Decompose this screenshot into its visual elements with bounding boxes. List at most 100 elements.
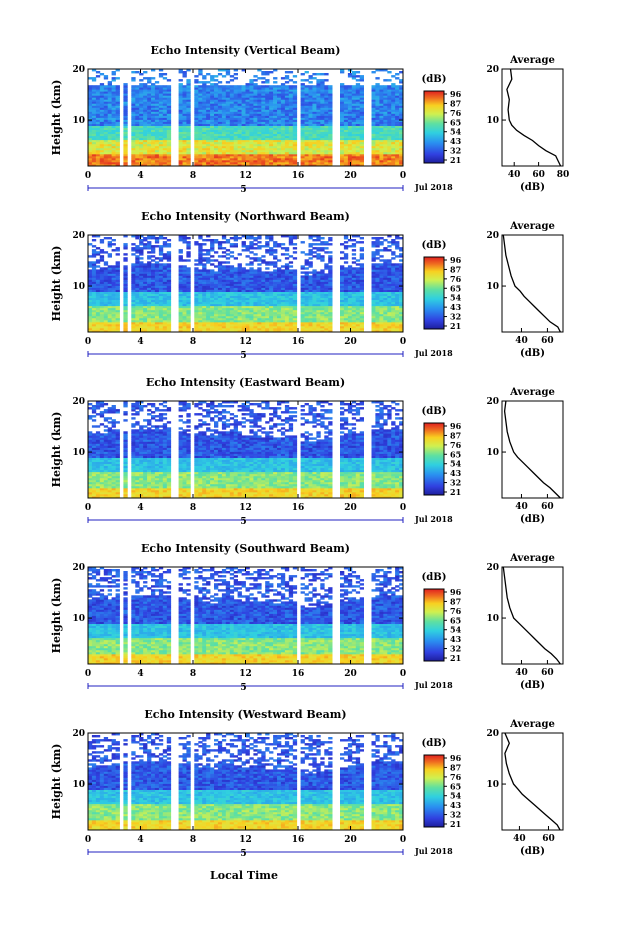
heatmap-cell [206,149,211,153]
heatmap-cell [202,153,207,157]
heatmap-cell [324,295,329,298]
heatmap-cell [107,157,112,161]
heatmap-cell [210,123,215,126]
heatmap-cell [351,293,357,296]
heatmap-cell [210,111,215,114]
heatmap-cell [387,287,392,290]
heatmap-cell [115,137,120,141]
heatmap-cell [288,319,294,323]
heatmap-cell [139,325,144,329]
heatmap-cell [95,107,101,110]
heatmap-cell [139,123,144,126]
heatmap-cell [237,159,242,163]
heatmap-cell [395,299,400,303]
heatmap-cell [261,309,266,313]
heatmap-cell [131,162,136,165]
heatmap-cell [91,301,97,305]
heatmap-cell [284,285,290,288]
heatmap-cell [316,91,321,94]
heatmap-cell [88,127,93,130]
heatmap-cell [253,281,258,284]
heatmap-cell [123,137,128,141]
heatmap-cell [166,162,172,165]
heatmap-cell [399,119,404,122]
heatmap-cell [316,299,321,303]
heatmap-cell [269,117,274,120]
heatmap-cell [198,133,203,137]
heatmap-cell [107,162,112,165]
heatmap-cell [257,119,262,122]
heatmap-cell [359,287,364,290]
heatmap-cell [257,139,262,143]
heatmap-cell [241,301,246,305]
heatmap-cell [99,135,105,139]
heatmap-cell [178,295,183,298]
heatmap-cell [328,145,333,149]
heatmap-cell [395,283,400,286]
heatmap-cell [277,157,282,161]
heatmap-cell [288,309,294,313]
heatmap-cell [292,328,298,331]
heatmap-cell [391,89,396,92]
heatmap-cell [277,297,282,300]
heatmap-cell [158,69,164,72]
heatmap-cell [123,89,128,92]
heatmap-cell [154,97,160,100]
heatmap-cell [324,291,329,294]
heatmap-cell [225,325,231,329]
heatmap-cell [280,311,286,315]
heatmap-cell [154,321,160,325]
heatmap-cell [151,305,156,309]
heatmap-cell [249,159,254,163]
heatmap-cell [383,87,388,90]
heatmap-cell [355,151,361,155]
heatmap-cell [343,279,349,282]
heatmap-cell [399,103,404,106]
heatmap-cell [198,319,203,323]
heatmap-cell [225,87,231,90]
heatmap-cell [123,141,128,145]
heatmap-cell [355,139,361,143]
heatmap-cell [343,87,349,90]
heatmap-cell [178,107,183,110]
heatmap-cell [103,291,109,294]
heatmap-cell [233,107,238,110]
heatmap-cell [391,287,396,290]
heatmap-cell [221,133,227,137]
heatmap-cell [351,145,357,149]
y-tick-label: 10 [72,116,85,126]
heatmap-cell [217,157,223,161]
heatmap-cell [143,279,148,282]
heatmap-cell [288,105,294,108]
heatmap-cell [340,325,345,329]
heatmap-cell [351,147,357,151]
heatmap-cell [347,97,353,100]
heatmap-cell [355,85,361,88]
heatmap-cell [178,162,183,165]
heatmap-cell [158,307,164,311]
heatmap-cell [359,297,364,300]
heatmap-cell [95,303,101,307]
heatmap-cell [229,285,235,288]
heatmap-cell [340,281,345,284]
heatmap-cell [343,311,349,315]
heatmap-cell [257,77,262,80]
heatmap-cell [210,99,215,102]
heatmap-cell [257,115,262,118]
heatmap-cell [284,287,290,290]
heatmap-cell [182,281,187,284]
heatmap-cell [304,285,309,288]
heatmap-cell [277,291,282,294]
heatmap-cell [351,127,357,130]
heatmap-cell [391,157,396,161]
heatmap-cell [135,71,140,74]
heatmap-cell [182,330,187,333]
heatmap-cell [103,325,109,329]
heatmap-cell [194,164,199,167]
heatmap-cell [154,155,160,159]
heatmap-cell [217,115,223,118]
heatmap-cell [284,99,290,102]
heatmap-cell [245,113,250,116]
heatmap-cell [194,162,199,165]
heatmap-cell [131,295,136,298]
